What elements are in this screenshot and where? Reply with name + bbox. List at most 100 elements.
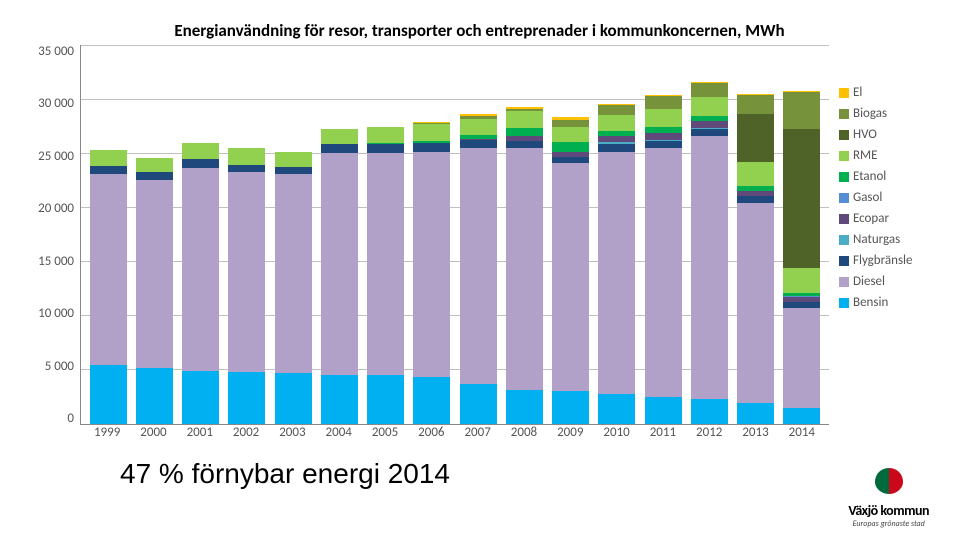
y-tick-label: 30 000 bbox=[30, 97, 74, 110]
x-tick-label: 2009 bbox=[552, 425, 589, 440]
bar-segment-rme bbox=[506, 111, 543, 127]
bar-segment-diesel bbox=[136, 180, 173, 368]
bar bbox=[182, 143, 219, 424]
bar-segment-diesel bbox=[460, 148, 497, 384]
legend-item-bensin: Bensin bbox=[839, 295, 929, 310]
bar-segment-diesel bbox=[367, 153, 404, 376]
x-tick-label: 2004 bbox=[320, 425, 357, 440]
bar-segment-diesel bbox=[737, 203, 774, 404]
logo-mark-icon bbox=[848, 464, 929, 502]
bar-segment-rme bbox=[691, 97, 728, 115]
bar-segment-bensin bbox=[136, 368, 173, 424]
bar-segment-rme bbox=[367, 127, 404, 143]
bar-segment-flygbransle bbox=[645, 141, 682, 149]
bar-segment-flygbransle bbox=[506, 141, 543, 149]
bar-segment-rme bbox=[552, 127, 589, 142]
legend-item-el: El bbox=[839, 85, 929, 100]
bar-segment-rme bbox=[275, 152, 312, 167]
bar-segment-biogas bbox=[691, 83, 728, 97]
bar-segment-flygbransle bbox=[275, 167, 312, 175]
subtitle: 47 % förnybar energi 2014 bbox=[120, 458, 929, 490]
bar-segment-bensin bbox=[321, 375, 358, 424]
bar bbox=[552, 117, 589, 424]
x-tick-label: 2008 bbox=[505, 425, 542, 440]
bar bbox=[321, 129, 358, 424]
bar-segment-bensin bbox=[460, 384, 497, 424]
bar-segment-etanol bbox=[552, 142, 589, 152]
bar bbox=[460, 114, 497, 424]
logo-tagline: Europas grönaste stad bbox=[848, 519, 929, 529]
bar-segment-flygbransle bbox=[460, 140, 497, 149]
bar-segment-hvo bbox=[737, 114, 774, 163]
bar bbox=[136, 158, 173, 424]
x-tick-label: 2007 bbox=[459, 425, 496, 440]
bar-segment-flygbransle bbox=[413, 143, 450, 152]
bar-segment-rme bbox=[783, 268, 820, 293]
bar-segment-diesel bbox=[783, 308, 820, 408]
bar-segment-biogas bbox=[737, 95, 774, 113]
bar-segment-etanol bbox=[506, 128, 543, 137]
bar-segment-bensin bbox=[598, 394, 635, 424]
legend-label: Ecopar bbox=[853, 211, 889, 226]
bar-segment-rme bbox=[90, 150, 127, 165]
bar-segment-flygbransle bbox=[228, 165, 265, 173]
bar-segment-bensin bbox=[90, 365, 127, 424]
legend-swatch-icon bbox=[839, 214, 849, 224]
legend-swatch-icon bbox=[839, 172, 849, 182]
bar-segment-bensin bbox=[552, 391, 589, 424]
bar bbox=[598, 104, 635, 424]
bar bbox=[228, 148, 265, 424]
x-tick-label: 2005 bbox=[367, 425, 404, 440]
bar bbox=[413, 122, 450, 424]
bar-segment-bensin bbox=[783, 408, 820, 424]
legend-label: Biogas bbox=[853, 106, 887, 121]
bar-segment-diesel bbox=[645, 148, 682, 397]
legend-label: Diesel bbox=[853, 274, 885, 289]
legend-item-biogas: Biogas bbox=[839, 106, 929, 121]
legend-swatch-icon bbox=[839, 277, 849, 287]
bar-segment-flygbransle bbox=[90, 166, 127, 175]
bar-segment-bensin bbox=[228, 372, 265, 424]
bar-segment-diesel bbox=[182, 168, 219, 371]
bar-segment-biogas bbox=[783, 92, 820, 129]
x-tick-label: 2002 bbox=[228, 425, 265, 440]
legend: ElBiogasHVORMEEtanolGasolEcoparNaturgasF… bbox=[839, 45, 929, 425]
bar-segment-rme bbox=[413, 124, 450, 140]
x-tick-label: 2013 bbox=[737, 425, 774, 440]
legend-item-naturgas: Naturgas bbox=[839, 232, 929, 247]
x-axis: 1999200020012002200320042005200620072008… bbox=[80, 425, 829, 440]
legend-label: Bensin bbox=[853, 295, 888, 310]
bar-segment-flygbransle bbox=[367, 144, 404, 153]
bar-segment-diesel bbox=[552, 163, 589, 391]
bar-segment-rme bbox=[228, 148, 265, 164]
bar-segment-rme bbox=[598, 115, 635, 131]
bar-segment-rme bbox=[737, 162, 774, 186]
y-tick-label: 15 000 bbox=[30, 255, 74, 268]
y-tick-label: 35 000 bbox=[30, 45, 74, 58]
bar-segment-bensin bbox=[691, 399, 728, 424]
bar-segment-rme bbox=[136, 158, 173, 172]
bar-segment-diesel bbox=[691, 136, 728, 399]
y-tick-label: 20 000 bbox=[30, 202, 74, 215]
legend-item-gasol: Gasol bbox=[839, 190, 929, 205]
logo-name: Växjö kommun bbox=[848, 502, 929, 519]
bar-segment-flygbransle bbox=[691, 129, 728, 137]
bars-container bbox=[81, 45, 829, 424]
bar-segment-diesel bbox=[321, 153, 358, 376]
legend-item-diesel: Diesel bbox=[839, 274, 929, 289]
legend-swatch-icon bbox=[839, 151, 849, 161]
legend-swatch-icon bbox=[839, 130, 849, 140]
legend-item-ecopar: Ecopar bbox=[839, 211, 929, 226]
bar bbox=[783, 91, 820, 424]
x-tick-label: 2001 bbox=[181, 425, 218, 440]
legend-swatch-icon bbox=[839, 109, 849, 119]
y-tick-label: 10 000 bbox=[30, 307, 74, 320]
bar bbox=[645, 95, 682, 424]
bar bbox=[737, 94, 774, 424]
legend-swatch-icon bbox=[839, 193, 849, 203]
legend-label: Flygbränsle bbox=[853, 253, 912, 268]
bar bbox=[90, 150, 127, 424]
bar-segment-flygbransle bbox=[182, 159, 219, 168]
legend-label: El bbox=[853, 85, 862, 100]
bar-segment-diesel bbox=[275, 174, 312, 373]
